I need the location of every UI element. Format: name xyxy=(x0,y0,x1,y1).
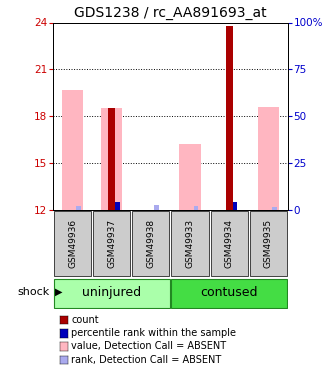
Bar xyxy=(272,207,277,210)
Bar xyxy=(54,211,91,276)
Text: count: count xyxy=(71,315,99,325)
Text: GSM49938: GSM49938 xyxy=(146,219,155,268)
Text: shock: shock xyxy=(18,287,50,297)
Text: contused: contused xyxy=(201,286,258,299)
Text: ▶: ▶ xyxy=(55,287,62,297)
Bar xyxy=(115,206,120,210)
Bar xyxy=(108,108,115,210)
Bar xyxy=(233,202,237,210)
Bar xyxy=(62,90,83,210)
Text: percentile rank within the sample: percentile rank within the sample xyxy=(71,328,236,338)
Text: GSM49937: GSM49937 xyxy=(107,219,116,268)
Bar xyxy=(93,211,130,276)
Bar xyxy=(154,206,159,210)
Bar xyxy=(194,206,198,210)
Text: GSM49933: GSM49933 xyxy=(186,219,195,268)
Bar xyxy=(132,211,169,276)
Text: uninjured: uninjured xyxy=(82,286,141,299)
Bar xyxy=(250,211,287,276)
Bar xyxy=(171,211,209,276)
Bar xyxy=(115,202,120,210)
Text: GSM49936: GSM49936 xyxy=(68,219,77,268)
Title: GDS1238 / rc_AA891693_at: GDS1238 / rc_AA891693_at xyxy=(74,6,267,20)
Bar xyxy=(233,206,237,210)
Bar xyxy=(171,279,287,308)
Text: GSM49934: GSM49934 xyxy=(225,219,234,268)
Text: value, Detection Call = ABSENT: value, Detection Call = ABSENT xyxy=(71,342,226,351)
Bar xyxy=(76,206,81,210)
Bar xyxy=(258,107,279,210)
Bar xyxy=(226,26,233,210)
Bar xyxy=(179,144,201,210)
Text: GSM49935: GSM49935 xyxy=(264,219,273,268)
Bar xyxy=(101,108,122,210)
Bar xyxy=(54,279,170,308)
Text: rank, Detection Call = ABSENT: rank, Detection Call = ABSENT xyxy=(71,355,221,364)
Bar xyxy=(211,211,248,276)
